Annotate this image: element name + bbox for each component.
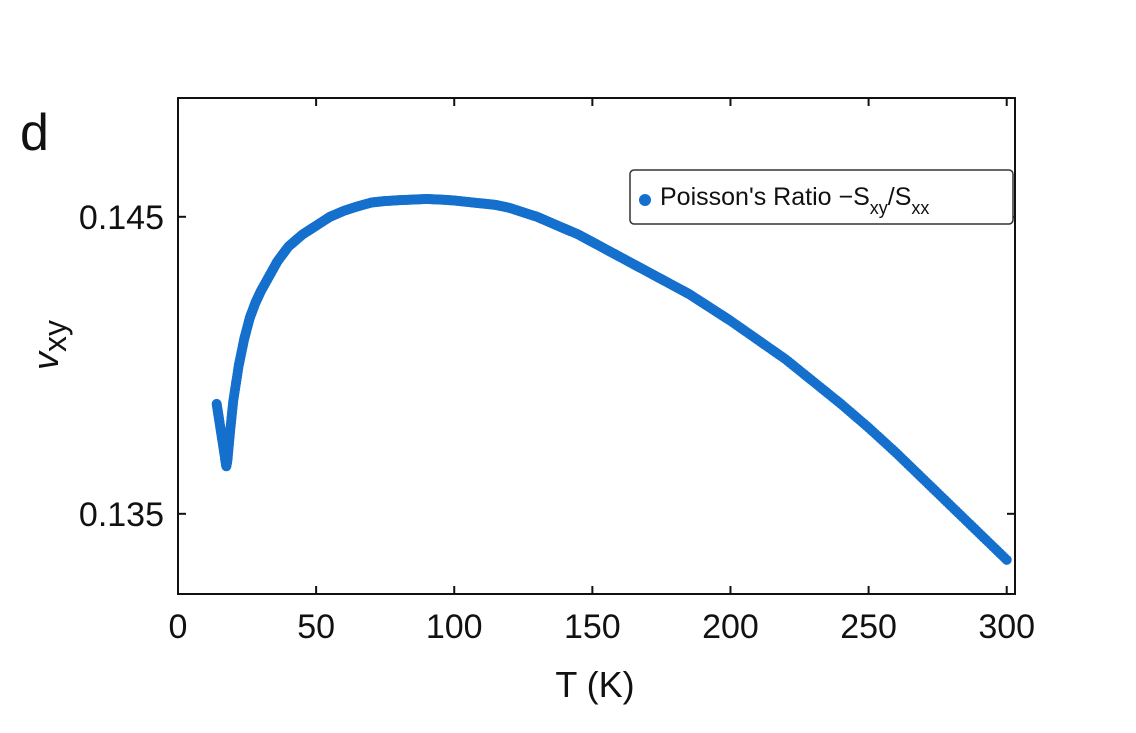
x-tick-label: 0 xyxy=(169,608,188,646)
y-axis-label-main: v xyxy=(25,350,66,370)
y-axis-label: vxy xyxy=(25,320,73,370)
x-tick-label: 50 xyxy=(297,608,335,646)
y-axis-label-sub: xy xyxy=(37,320,73,352)
legend-text-main: Poisson's Ratio −S xyxy=(660,183,870,211)
legend-label: Poisson's Ratio −Sxy/Sxx xyxy=(660,183,929,218)
legend: Poisson's Ratio −Sxy/Sxx xyxy=(629,169,1014,225)
x-tick-label: 150 xyxy=(564,608,621,646)
x-tick-label: 200 xyxy=(702,608,759,646)
data-points xyxy=(211,193,1012,565)
x-tick-label: 300 xyxy=(978,608,1035,646)
panel-label: d xyxy=(20,104,49,162)
legend-slash: /S xyxy=(888,183,912,211)
x-tick-label: 100 xyxy=(426,608,483,646)
legend-sub-xy: xy xyxy=(870,198,888,218)
legend-box xyxy=(629,169,1014,225)
legend-marker xyxy=(639,194,651,206)
x-tick-label: 250 xyxy=(840,608,897,646)
legend-sub-xx: xx xyxy=(911,198,929,218)
x-axis-label: T (K) xyxy=(555,664,634,705)
y-tick-label: 0.135 xyxy=(79,496,164,534)
x-axis-ticks: 0 50 100 150 200 250 300 xyxy=(169,98,1035,646)
plot-frame xyxy=(177,97,1016,595)
y-axis-ticks: 0.135 0.145 xyxy=(79,199,1015,534)
svg-text:vxy: vxy xyxy=(25,320,73,370)
y-tick-label: 0.145 xyxy=(79,199,164,237)
data-point xyxy=(1001,554,1012,565)
